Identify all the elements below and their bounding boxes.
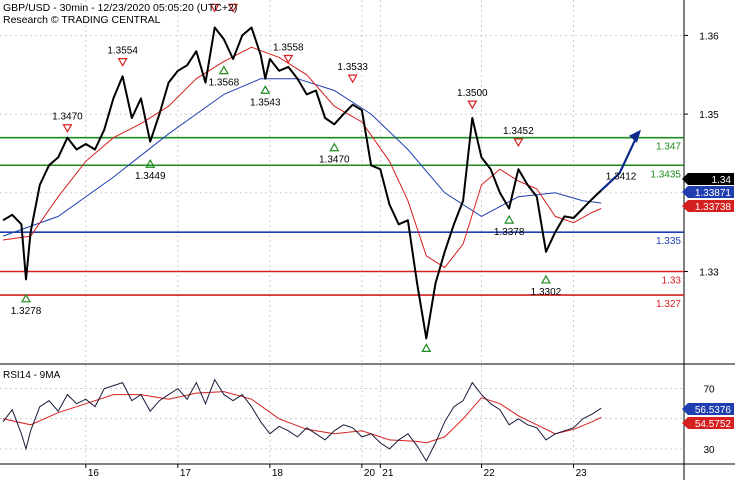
swing-high-marker <box>209 3 220 13</box>
swing-low-marker <box>504 214 515 224</box>
y-tick-label: 1.35 <box>699 110 719 121</box>
price-series <box>2 26 602 340</box>
swing-high-label: 1.3623 <box>199 0 230 2</box>
swing-low-label: 1.3449 <box>135 171 166 182</box>
swing-high-marker <box>117 58 128 67</box>
rsi-tick-label: 70 <box>703 385 715 396</box>
swing-high-label: 1.3470 <box>52 112 83 123</box>
price-axis-badge-label: 1.33871 <box>695 188 732 199</box>
swing-high-label: 1.3533 <box>337 62 368 73</box>
price-axis-badge <box>682 173 734 185</box>
swing-low-marker <box>218 65 229 75</box>
swing-low-marker <box>540 274 551 284</box>
swing-high-label: 1.3500 <box>457 88 488 99</box>
level-label: 1.33 <box>662 276 682 287</box>
swing-low-marker <box>421 343 432 352</box>
x-tick-label: 16 <box>88 468 100 479</box>
rsi-panel-title: RSI14 - 9MA <box>3 370 61 381</box>
forecast-arrow <box>600 133 639 192</box>
x-tick-label: 17 <box>180 468 192 479</box>
price-axis-badge-label: 1.33738 <box>695 202 732 213</box>
swing-low-marker <box>260 85 271 94</box>
forecast-arrowhead <box>628 129 641 143</box>
price-annotation-label: 1.3412 <box>606 171 637 182</box>
swing-high-marker <box>467 100 478 110</box>
level-label: 1.335 <box>656 236 681 247</box>
y-tick-label: 1.36 <box>699 31 719 42</box>
rsi-ma-series <box>2 391 602 444</box>
y-tick-label: 1.33 <box>699 268 719 279</box>
rsi-axis-badge-label: 54.5752 <box>695 419 732 430</box>
swing-low-label: 1.3568 <box>209 78 240 89</box>
x-tick-label: 21 <box>382 468 394 479</box>
level-label: 1.3435 <box>650 169 681 180</box>
x-tick-label: 23 <box>576 468 588 479</box>
chart-subtitle: Research © TRADING CENTRAL <box>3 14 161 26</box>
price-axis-badge <box>682 200 734 212</box>
swing-low-label: 1.3302 <box>531 287 562 298</box>
swing-high-label: 1.3558 <box>273 42 304 53</box>
rsi-axis-badge-label: 56.5376 <box>695 405 732 416</box>
rsi-series <box>2 378 602 463</box>
swing-low-label: 1.3378 <box>494 227 525 238</box>
price-axis-badge-label: 1.34 <box>712 175 732 186</box>
swing-high-marker <box>347 74 358 84</box>
swing-high-marker <box>62 124 73 133</box>
swing-high-label: 1.3554 <box>107 46 138 57</box>
swing-high-marker <box>513 138 524 148</box>
swing-low-marker <box>145 159 156 168</box>
x-tick-label: 20 <box>364 468 376 479</box>
swing-high-label: 1.3452 <box>503 126 534 137</box>
x-tick-label: 22 <box>484 468 496 479</box>
ma-blue-series <box>2 78 602 237</box>
x-tick-label: 18 <box>272 468 284 479</box>
swing-low-marker <box>329 142 340 152</box>
swing-high-marker <box>228 3 239 13</box>
chart-title: GBP/USD - 30min - 12/23/2020 05:05:20 (U… <box>3 2 238 14</box>
rsi-axis-badge <box>682 417 734 429</box>
ma-red-series <box>2 46 602 269</box>
level-label: 1.327 <box>656 299 681 310</box>
swing-low-label: 1.3278 <box>11 306 42 317</box>
swing-low-marker <box>20 293 32 303</box>
swing-high-marker <box>283 54 294 64</box>
swing-low-label: 1.3543 <box>250 97 281 108</box>
price-axis-badge <box>682 186 734 198</box>
level-label: 1.347 <box>656 142 681 153</box>
swing-low-label: 1.3470 <box>319 155 350 166</box>
rsi-axis-badge <box>682 403 734 415</box>
rsi-tick-label: 30 <box>703 445 715 456</box>
